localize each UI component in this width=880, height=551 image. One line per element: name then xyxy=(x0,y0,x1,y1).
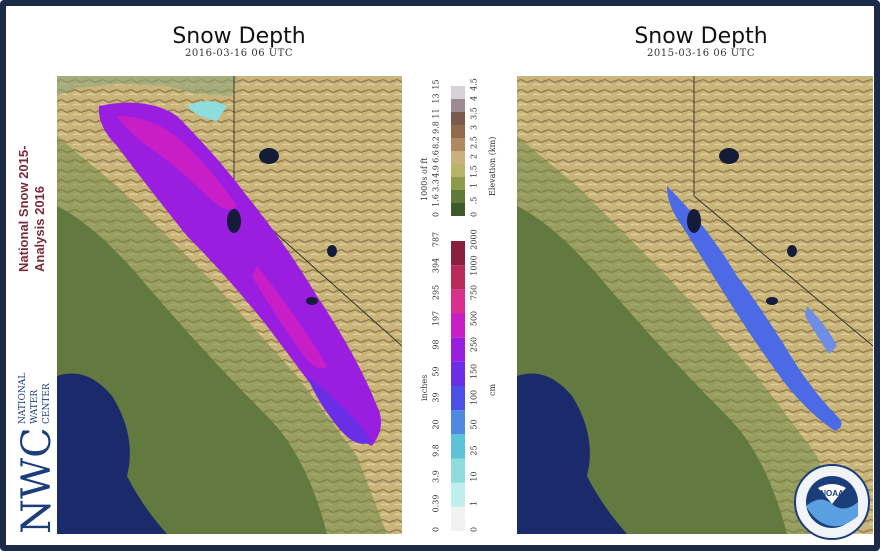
elevation-swatch-0 xyxy=(451,203,465,216)
nwc-logo-line2: WATER xyxy=(30,389,40,424)
snow-cm-tick-0: 0 xyxy=(469,526,479,533)
elevation-swatch-7 xyxy=(451,112,465,125)
nwc-branding: National Snow 2015- Analysis 2016 NWC NA… xyxy=(14,86,60,536)
snow-in-tick-1: 0.39 xyxy=(431,494,441,513)
snow-cover-sierra xyxy=(667,186,842,431)
snow-in-tick-0: 0 xyxy=(431,526,441,533)
noaa-emblem-icon: NOAA xyxy=(806,476,858,528)
state-border-diagonal xyxy=(693,195,873,347)
snow-in-tick-5: 39 xyxy=(431,392,441,403)
snow-cm-tick-8: 500 xyxy=(469,310,479,327)
pacific-ocean xyxy=(517,373,627,534)
pyramid-lake xyxy=(259,148,279,164)
snow-cm-tick-9: 750 xyxy=(469,284,479,300)
northern-valley xyxy=(57,76,237,96)
snow-cover-east xyxy=(805,306,837,354)
snow-south xyxy=(307,376,372,444)
snow-in-tick-4: 20 xyxy=(431,418,441,430)
elevation-swatch-6 xyxy=(451,125,465,138)
elevation-ft-tick-9: 15 xyxy=(431,79,441,90)
nwc-logo-line1: NATIONAL xyxy=(18,372,28,424)
pyramid-lake xyxy=(719,148,739,164)
elevation-swatch-3 xyxy=(451,164,465,177)
program-name-line2: Analysis 2016 xyxy=(32,185,47,272)
snow-swatch-11 xyxy=(451,241,465,266)
walker-lake xyxy=(327,245,337,257)
elevation-swatch-5 xyxy=(451,138,465,151)
lake-tahoe xyxy=(227,209,241,233)
snow-in-tick-7: 98 xyxy=(431,339,441,351)
elevation-swatch-4 xyxy=(451,151,465,164)
elevation-swatch-2 xyxy=(451,177,465,190)
pacific-ocean xyxy=(57,373,167,534)
elevation-swatch-1 xyxy=(451,190,465,203)
nwc-logo-letters: NWC xyxy=(14,427,60,534)
snow-cm-tick-10: 1000 xyxy=(469,255,479,277)
snow-in-tick-2: 3.9 xyxy=(431,470,441,484)
snow-cm-tick-7: 250 xyxy=(469,337,479,353)
elevation-swatch-9 xyxy=(451,86,465,99)
walker-lake xyxy=(787,245,797,257)
elevation-unit-km: Elevation (km) xyxy=(488,136,497,196)
elevation-unit-ft: 1000s of ft xyxy=(420,157,429,201)
right-title: Snow Depth xyxy=(634,24,768,49)
snow-swatch-4 xyxy=(451,410,465,435)
snow-unit-inches: inches xyxy=(420,374,429,401)
snow-swatch-9 xyxy=(451,289,465,314)
nwc-logo-line3: CENTER xyxy=(42,383,52,424)
snow-swatch-5 xyxy=(451,386,465,411)
noaa-logo: NOAA xyxy=(794,464,870,540)
snow-deep-central xyxy=(252,266,327,369)
snow-swatch-6 xyxy=(451,361,465,386)
snow-in-tick-10: 394 xyxy=(431,258,441,274)
snow-cm-tick-11: 2000 xyxy=(469,229,479,250)
elevation-km-tick-9: 4.5 xyxy=(469,78,479,91)
snow-swatch-3 xyxy=(451,434,465,459)
snow-swatch-0 xyxy=(451,506,465,531)
left-snow-map xyxy=(57,76,402,534)
right-snow-map xyxy=(517,76,873,534)
snow-cm-tick-6: 150 xyxy=(469,363,479,379)
snow-swatch-8 xyxy=(451,313,465,338)
left-date: 2016-03-16 06 UTC xyxy=(185,48,293,59)
elevation-colorbar xyxy=(451,86,465,216)
light-snow-north xyxy=(187,101,227,121)
snow-swatch-10 xyxy=(451,265,465,290)
noaa-label: NOAA xyxy=(820,489,844,498)
snow-in-tick-3: 9.8 xyxy=(431,444,441,457)
snow-cm-tick-5: 100 xyxy=(469,390,479,406)
snow-cm-tick-3: 25 xyxy=(469,445,479,456)
program-name-line1: National Snow 2015- xyxy=(16,145,31,272)
snow-unit-cm: cm xyxy=(488,383,497,396)
lake-tahoe xyxy=(687,209,701,233)
left-title: Snow Depth xyxy=(172,24,306,49)
mono-lake xyxy=(306,297,318,305)
snow-depth-colorbar xyxy=(451,241,465,531)
elevation-swatch-8 xyxy=(451,99,465,112)
right-date: 2015-03-16 06 UTC xyxy=(647,48,755,59)
snow-cm-tick-4: 50 xyxy=(469,418,479,430)
snow-cm-tick-1: 1 xyxy=(469,500,479,506)
snow-in-tick-9: 295 xyxy=(431,284,441,300)
snow-in-tick-6: 59 xyxy=(431,366,441,377)
snow-deep-north xyxy=(117,116,237,210)
snow-in-tick-8: 197 xyxy=(431,310,441,327)
snow-swatch-2 xyxy=(451,458,465,483)
snow-swatch-1 xyxy=(451,482,465,507)
snow-cm-tick-2: 10 xyxy=(469,471,479,482)
mono-lake xyxy=(766,297,778,305)
snow-swatch-7 xyxy=(451,337,465,362)
snow-in-tick-11: 787 xyxy=(431,231,441,248)
